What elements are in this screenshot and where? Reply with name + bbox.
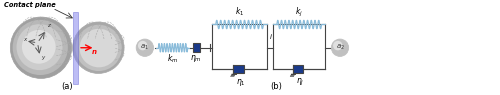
- Circle shape: [10, 17, 72, 78]
- Circle shape: [333, 41, 342, 50]
- FancyBboxPatch shape: [192, 43, 200, 52]
- Text: $k_m$: $k_m$: [166, 52, 178, 65]
- Circle shape: [16, 24, 62, 70]
- FancyBboxPatch shape: [292, 65, 304, 73]
- Circle shape: [332, 39, 348, 56]
- Text: (a): (a): [62, 82, 73, 91]
- Circle shape: [80, 29, 118, 67]
- Text: $i$: $i$: [269, 32, 272, 41]
- Text: $a_1$: $a_1$: [140, 43, 149, 52]
- Circle shape: [136, 39, 154, 56]
- Text: $x$: $x$: [22, 36, 28, 43]
- Text: $y$: $y$: [41, 54, 46, 62]
- Text: (b): (b): [270, 82, 282, 91]
- Circle shape: [72, 22, 124, 73]
- FancyBboxPatch shape: [233, 65, 244, 73]
- Text: $\eta_m$: $\eta_m$: [190, 53, 201, 64]
- Circle shape: [12, 20, 68, 75]
- Polygon shape: [73, 12, 78, 84]
- Circle shape: [22, 30, 56, 64]
- Text: $k_1$: $k_1$: [235, 6, 244, 18]
- Text: $\bfit{n}$: $\bfit{n}$: [92, 48, 98, 56]
- Text: $z$: $z$: [48, 22, 52, 29]
- Text: $\eta_j$: $\eta_j$: [296, 77, 304, 88]
- Text: Contact plane: Contact plane: [4, 2, 56, 8]
- Text: $a_2$: $a_2$: [336, 43, 344, 52]
- Circle shape: [138, 41, 147, 50]
- Text: $k_j$: $k_j$: [295, 6, 303, 19]
- Text: $\eta_1$: $\eta_1$: [236, 77, 246, 88]
- Circle shape: [76, 25, 122, 71]
